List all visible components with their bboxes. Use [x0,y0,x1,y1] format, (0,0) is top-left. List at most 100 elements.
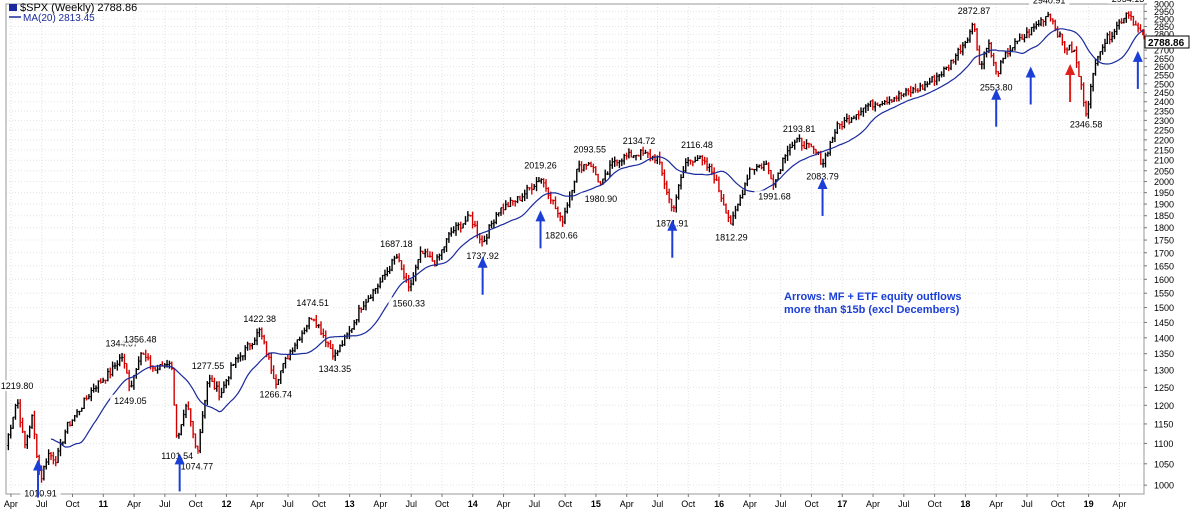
value-label-bg [618,135,660,147]
x-tick-label: Apr [743,499,757,509]
value-label-bg [541,229,582,241]
y-tick-label: 1700 [1154,248,1174,258]
value-label-bg [156,449,198,461]
x-tick-label: 17 [837,499,847,509]
price-layer [7,11,1146,483]
y-tick-label: 2350 [1154,106,1174,116]
value-label: 1101.54 [161,451,193,461]
value-label: 1356.48 [124,335,157,345]
value-label-bg [1065,118,1107,130]
value-label-bg [187,359,229,371]
last-price-value: 2788.86 [1148,38,1185,49]
annotation-line-1: Arrows: MF + ETF equity outflows [784,291,962,303]
x-tick-label: 11 [99,499,109,509]
value-label: 2346.58 [1070,120,1103,130]
value-label: 1812.29 [715,233,748,243]
y-tick-label: 2800 [1154,30,1174,40]
y-tick-label: 2050 [1154,166,1174,176]
value-label-bg [676,138,718,150]
flow-arrow-head [477,256,488,268]
x-tick-label: Jul [529,499,541,509]
x-tick-label: Apr [127,499,141,509]
y-tick-label: 2150 [1154,145,1174,155]
y-tick-label: 1900 [1154,200,1174,210]
y-tick-label: 1200 [1154,401,1174,411]
grid-layer [6,3,1144,494]
value-label-bg [292,297,333,309]
value-label-bg [754,190,795,202]
y-tick-label: 2600 [1154,62,1174,72]
y-tick-label: 1650 [1154,261,1174,271]
y-tick-label: 2650 [1154,54,1174,64]
value-label-bg [976,81,1017,93]
flow-arrow-head [817,177,828,189]
annotation-line-2: more than $15b (excl Decembers) [784,304,960,316]
x-tick-label: Apr [989,499,1003,509]
y-tick-label: 1000 [1154,481,1174,491]
value-label: 1737.92 [466,251,499,261]
value-label-bg [388,297,429,309]
value-label: 2134.72 [623,136,656,146]
y-tick-label: 1450 [1154,318,1174,328]
x-tick-label: 12 [221,499,231,509]
flow-arrow-head [1132,50,1143,62]
value-label-bg [953,4,995,16]
flow-arrow-head [174,453,185,465]
value-label-bg [314,362,356,374]
y-tick-label: 1250 [1154,383,1174,393]
y-tick-label: 1600 [1154,275,1174,285]
y-tick-label: 1750 [1154,236,1174,246]
flow-arrow-head [991,88,1002,100]
x-tick-label: 16 [714,499,724,509]
value-label: 2193.81 [783,124,816,134]
value-label-bg [569,143,610,155]
value-label-bg [1028,0,1070,6]
value-label: 2954.13 [1112,0,1145,4]
y-tick-label: 2400 [1154,97,1174,107]
value-label-layer: 1219.801010.911344.071249.051356.481101.… [0,0,1145,499]
value-label-bg [520,159,561,171]
y-tick-label: 2450 [1154,88,1174,98]
value-label-bg [711,231,752,243]
x-tick-label: Oct [558,499,573,509]
x-tick-label: Apr [620,499,634,509]
x-tick-label: 13 [345,499,355,509]
x-tick-label: Jul [775,499,787,509]
value-label-bg [580,192,622,204]
y-tick-label: 2850 [1154,22,1174,32]
y-tick-label: 2700 [1154,46,1174,56]
flow-arrow-head [1065,63,1076,75]
flow-arrow-head [1025,66,1036,78]
logo-icon [9,4,17,11]
x-tick-label: Oct [928,499,943,509]
value-label: 1820.66 [545,231,578,241]
value-label: 2093.55 [574,145,607,155]
value-label: 2872.87 [958,6,991,16]
value-label: 1266.74 [259,390,292,400]
arrow-layer [33,50,1143,498]
value-label-bg [778,123,820,135]
x-tick-label: Jul [898,499,910,509]
x-tick-label: Oct [435,499,450,509]
x-tick-label: Jul [405,499,417,509]
y-tick-label: 2200 [1154,135,1174,145]
value-label-bg [176,460,218,472]
value-label-bg [376,238,417,250]
value-label: 2083.79 [806,172,839,182]
y-tick-label: 1500 [1154,303,1174,313]
value-label: 1560.33 [392,298,425,308]
flow-arrow-head [33,459,44,471]
value-label: 1980.90 [585,194,618,204]
x-tick-label: Apr [250,499,264,509]
value-label: 1277.55 [192,361,225,371]
x-tick-label: Oct [312,499,327,509]
y-tick-label: 2550 [1154,71,1174,81]
x-tick-label: Jul [282,499,294,509]
y-tick-label: 2100 [1154,156,1174,166]
value-label: 1219.80 [1,381,34,391]
y-tick-label: 1050 [1154,459,1174,469]
y-tick-label: 1850 [1154,211,1174,221]
